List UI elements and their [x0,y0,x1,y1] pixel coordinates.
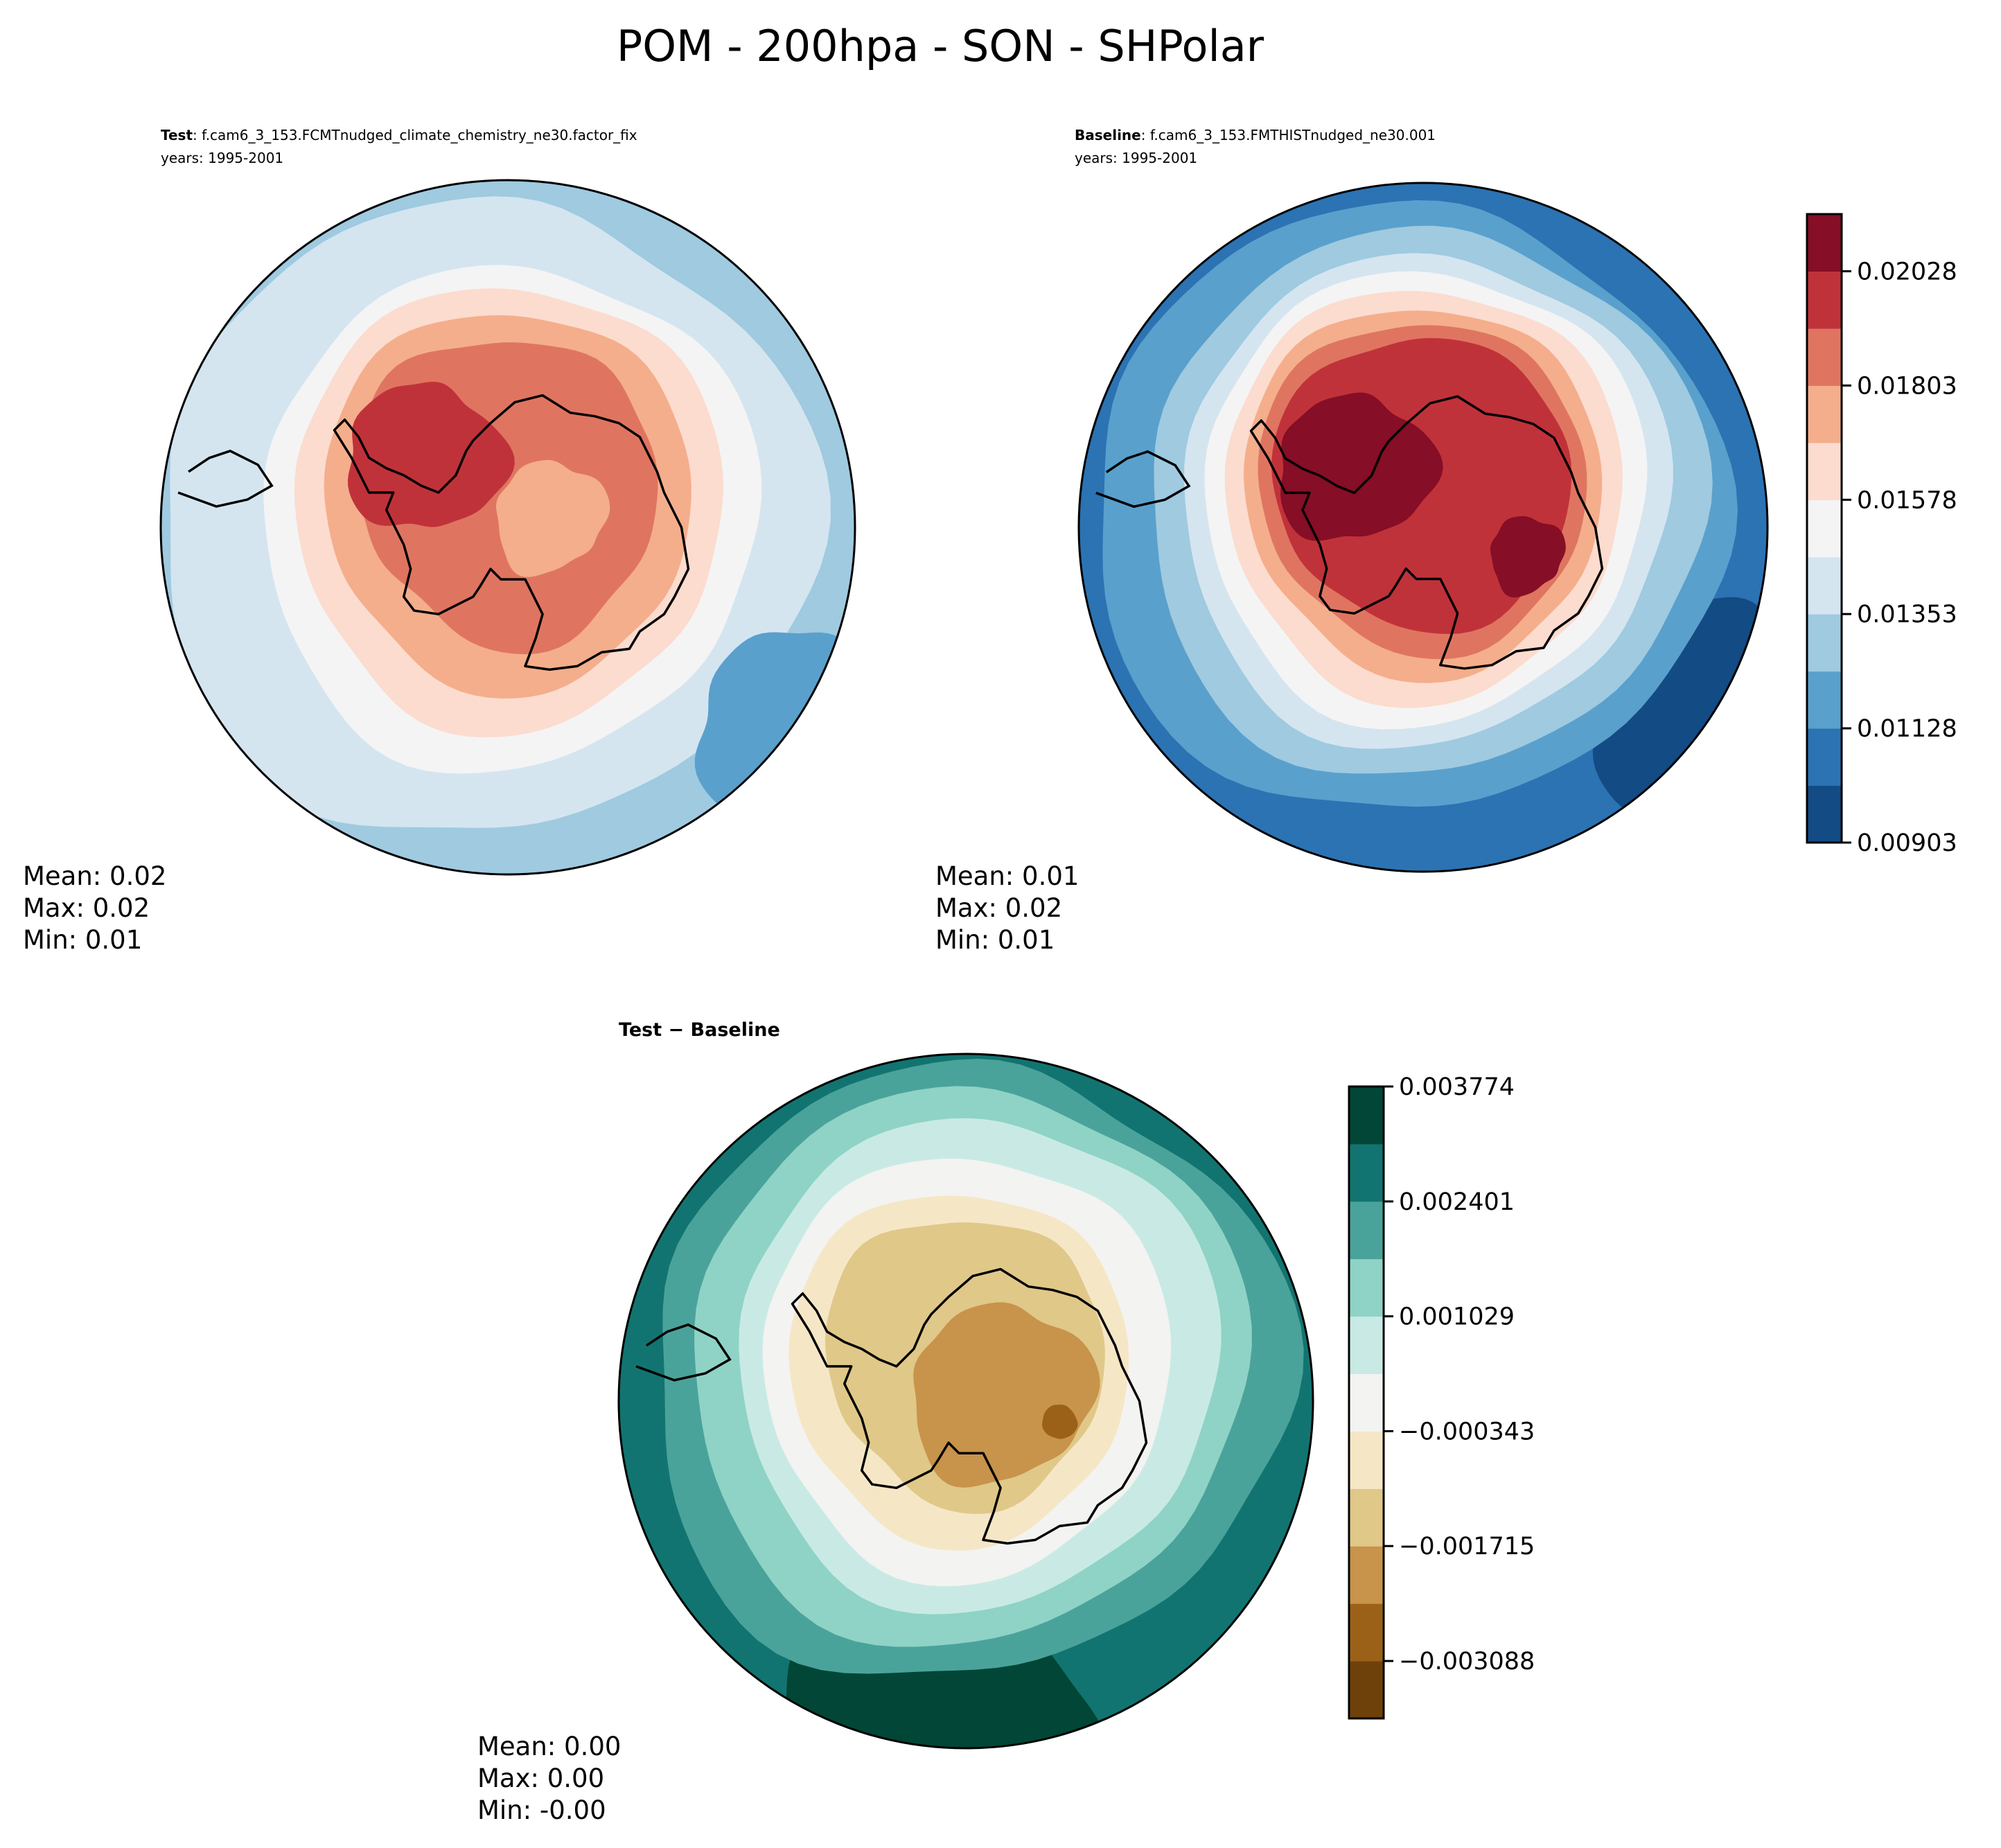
baseline-contour-level-10 [1280,392,1443,541]
test-map-boundary [159,179,856,876]
figure-title: POM - 200hpa - SON - SHPolar [617,21,1264,71]
diff-panel-title: Test − Baseline [619,1019,780,1041]
difference-contour-fill [619,1054,1313,1748]
baseline-colorbar-bin-1 [1807,728,1842,786]
difference-colorbar-tick-label: −0.003088 [1399,1648,1535,1675]
difference-colorbar-frame [1348,1085,1385,1720]
diff-mean: Mean: 0.00 [477,1732,621,1761]
baseline-label: Baseline [1075,127,1141,143]
baseline-colorbar-tick-label: 0.01353 [1857,601,1957,628]
difference-colorbar-tick-label: 0.003774 [1399,1073,1515,1101]
baseline-colorbar-tick-label: 0.02028 [1857,258,1957,285]
test-min: Min: 0.01 [23,925,142,955]
baseline-south-america-coastline [1095,450,1191,509]
difference-colorbar-bin-4 [1349,1431,1384,1489]
difference-colorbar-bin-10 [1349,1086,1384,1145]
baseline-panel-title: Baseline: f.cam6_3_153.FMTHISTnudged_ne3… [1075,127,1436,143]
difference-colorbar-tick-label: 0.002401 [1399,1188,1515,1216]
difference-colorbar: 0.003774 0.002401 0.001029 −0.000343 −0.0017… [1348,1073,1535,1720]
baseline-colorbar-bin-2 [1807,671,1842,729]
baseline-max: Max: 0.02 [935,893,1062,923]
baseline-colorbar-bin-5 [1807,500,1842,558]
difference-contour-level-2 [913,1302,1100,1488]
test-contour-level-7 [496,459,610,577]
difference-colorbar-bin-2 [1349,1546,1384,1604]
test-label: Test [161,127,193,143]
baseline-colorbar-bin-7 [1807,385,1842,443]
baseline-colorbar-bin-0 [1807,785,1842,843]
test-map [159,179,856,876]
baseline-min: Min: 0.01 [935,925,1055,955]
baseline-colorbar-tick-label: 0.01578 [1857,486,1957,514]
baseline-contour-level-10 [1490,516,1566,598]
baseline-colorbar-frame [1806,213,1843,844]
baseline-colorbar-bin-9 [1807,271,1842,329]
difference-colorbar-bin-3 [1349,1488,1384,1547]
diff-min: Min: -0.00 [477,1795,606,1825]
baseline-years: years: 1995-2001 [1075,150,1197,166]
baseline-colorbar-tick-label: 0.01803 [1857,372,1957,400]
test-mean: Mean: 0.02 [23,861,166,891]
baseline-colorbar-bin-8 [1807,328,1842,386]
test-contour-level-2 [694,632,855,835]
difference-colorbar-tick-label: −0.000343 [1399,1418,1535,1445]
baseline-map-boundary [1077,182,1769,873]
difference-colorbar-bin-5 [1349,1373,1384,1432]
test-panel-title: Test: f.cam6_3_153.FCMTnudged_climate_ch… [161,127,637,143]
baseline-colorbar-tick-label: 0.01128 [1857,715,1957,743]
difference-colorbar-bin-8 [1349,1201,1384,1260]
test-contour-level-9 [348,381,515,527]
difference-colorbar-tick-label: 0.001029 [1399,1303,1515,1331]
baseline-map [1077,182,1769,873]
difference-colorbar-bin-1 [1349,1603,1384,1662]
baseline-case-name: : f.cam6_3_153.FMTHISTnudged_ne30.001 [1141,127,1436,143]
baseline-colorbar-bin-6 [1807,442,1842,500]
difference-south-america-coastline [635,1323,732,1382]
baseline-colorbar-bin-10 [1807,214,1842,272]
diff-max: Max: 0.00 [477,1763,604,1793]
baseline-colorbar-tick-label: 0.00903 [1857,829,1957,857]
baseline-colorbar-bin-4 [1807,556,1842,615]
difference-colorbar-bin-9 [1349,1143,1384,1202]
baseline-colorbar: 0.02028 0.01803 0.01578 0.01353 0.01128 0.009… [1806,213,1957,857]
difference-colorbar-bin-6 [1349,1316,1384,1374]
difference-colorbar-bin-7 [1349,1258,1384,1317]
difference-map [617,1053,1314,1750]
test-case-name: : f.cam6_3_153.FCMTnudged_climate_chemis… [193,127,637,143]
test-south-america-coastline [177,449,274,508]
baseline-contour-fill [1079,183,1768,872]
baseline-mean: Mean: 0.01 [935,861,1079,891]
difference-colorbar-tick-label: −0.001715 [1399,1533,1535,1560]
difference-antarctica-coastline [791,1267,1148,1545]
baseline-colorbar-bin-3 [1807,614,1842,672]
test-max: Max: 0.02 [23,893,150,923]
difference-contour-level-1 [1042,1405,1078,1439]
difference-map-boundary [617,1053,1314,1750]
baseline-antarctica-coastline [1249,395,1604,670]
test-contour-fill [161,180,855,874]
difference-colorbar-bin-0 [1349,1661,1384,1719]
test-antarctica-coastline [333,394,690,671]
test-years: years: 1995-2001 [161,150,283,166]
